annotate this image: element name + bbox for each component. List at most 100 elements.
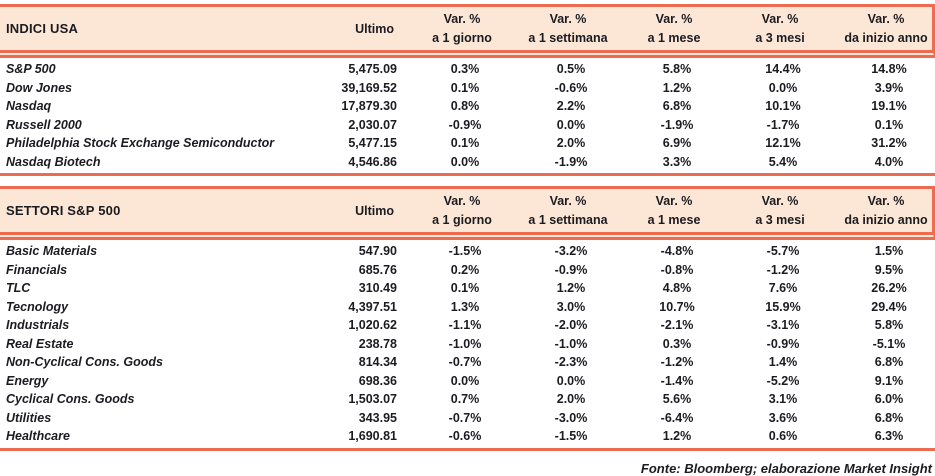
- var-sublabel: a 1 giorno: [432, 212, 492, 227]
- var-value: 0.8%: [450, 99, 480, 114]
- row-label: Utilities: [6, 410, 52, 425]
- row-label: Healthcare: [6, 429, 70, 444]
- var-value: -1.5%: [448, 244, 482, 259]
- row-label: Philadelphia Stock Exchange Semiconducto…: [6, 136, 275, 151]
- var-value: 0.7%: [450, 392, 480, 407]
- var-value: -2.0%: [554, 318, 588, 333]
- var-value: 0.0%: [768, 80, 798, 95]
- table-row: Basic Materials 547.90 -1.5% -3.2% -4.8% -5.7…: [0, 242, 935, 261]
- table-row: Nasdaq 17,879.30 0.8% 2.2% 6.8% 10.1% 19.1%: [0, 97, 935, 116]
- var-value: 5.8%: [662, 62, 692, 77]
- var-value: -0.7%: [448, 355, 482, 370]
- var-value: -0.9%: [554, 262, 588, 277]
- ultimo-value: 4,546.86: [348, 154, 397, 169]
- var-value: -6.4%: [660, 410, 694, 425]
- var-value: -3.2%: [554, 244, 588, 259]
- var-value: 2.0%: [556, 392, 586, 407]
- column-header-var-1-settimana: Var. % a 1 settimana: [508, 192, 614, 230]
- var-value: 9.1%: [874, 373, 904, 388]
- var-value: 6.8%: [874, 355, 904, 370]
- var-value: -5.7%: [766, 244, 800, 259]
- var-value: 10.1%: [765, 99, 801, 114]
- ultimo-value: 814.34: [358, 355, 397, 370]
- var-value: 6.8%: [874, 410, 904, 425]
- table-title: SETTORI S&P 500: [6, 203, 121, 218]
- row-label: Energy: [6, 373, 49, 388]
- var-value: -0.6%: [554, 80, 588, 95]
- var-label: Var. %: [443, 193, 481, 208]
- var-value: -1.5%: [554, 429, 588, 444]
- table-settori-sp500: SETTORI S&P 500 Ultimo Var. % a 1 giorno…: [0, 186, 935, 451]
- var-value: 0.3%: [450, 62, 480, 77]
- var-value: 9.5%: [874, 262, 904, 277]
- ultimo-value: 5,475.09: [348, 62, 397, 77]
- column-header-var-1-mese: Var. % a 1 mese: [614, 10, 720, 48]
- var-value: -1.9%: [554, 154, 588, 169]
- var-value: -5.2%: [766, 373, 800, 388]
- var-value: -0.9%: [766, 336, 800, 351]
- table-row: Philadelphia Stock Exchange Semiconducto…: [0, 134, 935, 153]
- column-header-var-3-mesi: Var. % a 3 mesi: [720, 192, 826, 230]
- ultimo-value: 1,503.07: [348, 392, 397, 407]
- column-header-var-inizio-anno: Var. % da inizio anno: [826, 10, 932, 48]
- var-sublabel: a 1 giorno: [432, 30, 492, 45]
- var-label: Var. %: [443, 11, 481, 26]
- table-title: INDICI USA: [6, 21, 79, 36]
- var-value: 1.4%: [768, 355, 798, 370]
- column-header-var-1-mese: Var. % a 1 mese: [614, 192, 720, 230]
- var-value: 6.3%: [874, 429, 904, 444]
- column-header-var-1-giorno: Var. % a 1 giorno: [402, 10, 508, 48]
- var-value: 12.1%: [765, 136, 801, 151]
- var-value: 14.8%: [871, 62, 907, 77]
- var-value: -1.4%: [660, 373, 694, 388]
- table-indici-usa: INDICI USA Ultimo Var. % a 1 giorno Var.…: [0, 4, 935, 176]
- var-label: Var. %: [761, 11, 799, 26]
- var-sublabel: a 1 mese: [647, 212, 701, 227]
- var-value: 0.3%: [662, 336, 692, 351]
- var-value: 0.5%: [556, 62, 586, 77]
- ultimo-value: 1,690.81: [348, 429, 397, 444]
- var-label: Var. %: [867, 11, 905, 26]
- var-value: -4.8%: [660, 244, 694, 259]
- var-value: 3.0%: [556, 299, 586, 314]
- var-value: -0.6%: [448, 429, 482, 444]
- var-label: Var. %: [761, 193, 799, 208]
- var-sublabel: a 1 settimana: [528, 212, 608, 227]
- var-label: Var. %: [655, 11, 693, 26]
- var-value: -2.1%: [660, 318, 694, 333]
- var-value: -0.9%: [448, 117, 482, 132]
- column-header-ultimo: Ultimo: [355, 21, 394, 36]
- var-value: -1.2%: [660, 355, 694, 370]
- column-header-ultimo: Ultimo: [355, 203, 394, 218]
- var-sublabel: a 1 settimana: [528, 30, 608, 45]
- var-sublabel: a 3 mesi: [755, 30, 805, 45]
- var-value: -3.0%: [554, 410, 588, 425]
- var-value: 0.0%: [450, 154, 480, 169]
- ultimo-value: 685.76: [358, 262, 397, 277]
- var-value: 1.3%: [450, 299, 480, 314]
- var-value: 5.4%: [768, 154, 798, 169]
- ultimo-value: 39,169.52: [341, 80, 397, 95]
- var-value: 3.1%: [768, 392, 798, 407]
- var-sublabel: da inizio anno: [844, 30, 928, 45]
- var-value: 0.1%: [874, 117, 904, 132]
- var-value: 7.6%: [768, 281, 798, 296]
- column-header-var-1-settimana: Var. % a 1 settimana: [508, 10, 614, 48]
- var-label: Var. %: [549, 193, 587, 208]
- var-value: -0.8%: [660, 262, 694, 277]
- var-value: 19.1%: [871, 99, 907, 114]
- row-label: Russell 2000: [6, 117, 82, 132]
- var-value: 0.0%: [556, 117, 586, 132]
- table-row: S&P 500 5,475.09 0.3% 0.5% 5.8% 14.4% 14.8%: [0, 60, 935, 79]
- var-value: 4.0%: [874, 154, 904, 169]
- ultimo-value: 698.36: [358, 373, 397, 388]
- var-sublabel: a 3 mesi: [755, 212, 805, 227]
- var-value: 6.0%: [874, 392, 904, 407]
- var-value: 1.2%: [556, 281, 586, 296]
- var-label: Var. %: [655, 193, 693, 208]
- var-value: 4.8%: [662, 281, 692, 296]
- table-row: TLC 310.49 0.1% 1.2% 4.8% 7.6% 26.2%: [0, 279, 935, 298]
- var-value: 2.2%: [556, 99, 586, 114]
- table-header: SETTORI S&P 500 Ultimo Var. % a 1 giorno…: [0, 186, 935, 240]
